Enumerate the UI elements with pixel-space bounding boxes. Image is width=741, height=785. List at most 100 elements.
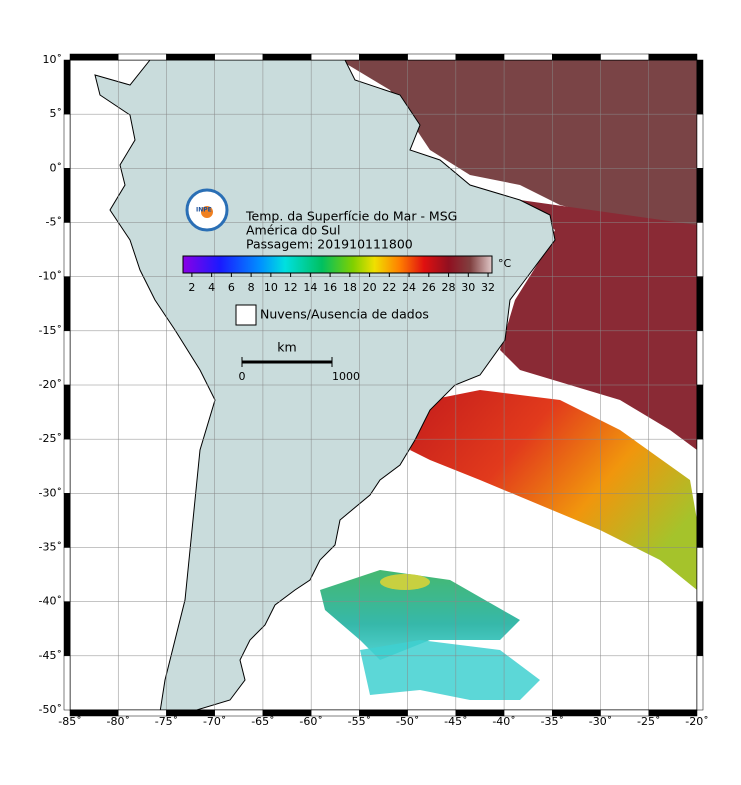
lat-tick-label: -10˚ <box>39 270 62 283</box>
colorbar-tick-label: 26 <box>422 281 436 294</box>
map-pass: Passagem: 201910111800 <box>246 237 413 252</box>
colorbar-tick-label: 30 <box>461 281 475 294</box>
frame-segment <box>63 113 71 169</box>
frame-segment <box>648 709 698 717</box>
colorbar-tick-label: 2 <box>188 281 195 294</box>
frame-segment <box>69 53 119 61</box>
frame-segment <box>63 276 71 332</box>
frame-segment <box>696 438 704 494</box>
frame-segment <box>63 601 71 657</box>
frame-segment <box>63 330 71 386</box>
frame-segment <box>262 53 312 61</box>
colorbar-tick-label: 14 <box>303 281 317 294</box>
sst-far-south <box>360 640 540 700</box>
frame-segment <box>503 53 553 61</box>
frame-segment <box>63 655 71 711</box>
lat-tick-label: -50˚ <box>39 703 62 716</box>
lon-tick-label: -60˚ <box>299 715 322 728</box>
frame-segment <box>696 222 704 277</box>
sst-south-warm <box>410 390 697 590</box>
lon-tick-label: -65˚ <box>251 715 274 728</box>
frame-segment <box>696 601 704 657</box>
frame-segment <box>166 53 215 61</box>
frame-segment <box>63 222 71 277</box>
lat-tick-label: 10˚ <box>43 53 63 66</box>
legend-swatch <box>235 304 257 326</box>
frame-segment <box>696 276 704 332</box>
colorbar-tick-label: 32 <box>481 281 495 294</box>
colorbar-tick-label: 12 <box>284 281 298 294</box>
sst-north <box>340 60 697 240</box>
colorbar-tick-label: 28 <box>442 281 456 294</box>
colorbar-tick-label: 24 <box>402 281 416 294</box>
lon-tick-label: -40˚ <box>492 715 515 728</box>
frame-segment <box>63 59 71 115</box>
frame-segment <box>696 493 704 548</box>
map-area <box>70 60 697 710</box>
lon-tick-label: -35˚ <box>541 715 564 728</box>
logo-text: INPE <box>196 207 212 214</box>
legend-label: Nuvens/Ausencia de dados <box>260 307 429 322</box>
frame-segment <box>696 113 704 169</box>
lat-tick-label: -20˚ <box>39 378 62 391</box>
map-region: América do Sul <box>246 223 340 238</box>
colorbar <box>182 255 493 274</box>
lon-tick-label: -70˚ <box>203 715 226 728</box>
map-title: Temp. da Superfície do Mar - MSG <box>245 209 457 224</box>
lat-tick-label: -45˚ <box>39 649 62 662</box>
frame-segment <box>696 384 704 440</box>
scale-tick-label: 0 <box>239 370 246 383</box>
colorbar-tick-label: 10 <box>264 281 278 294</box>
graticule <box>70 60 697 710</box>
colorbar-tick-label: 18 <box>343 281 357 294</box>
frame-segment <box>359 53 408 61</box>
lon-tick-label: -25˚ <box>637 715 660 728</box>
frame-segment <box>407 53 457 61</box>
frame-segment <box>63 384 71 440</box>
sst-south-cool <box>320 570 520 660</box>
lon-tick-label: -75˚ <box>155 715 178 728</box>
frame-segment <box>63 438 71 494</box>
frame-segment <box>310 53 360 61</box>
frame-segment <box>696 655 704 711</box>
logo: INPE <box>185 188 229 232</box>
frame-segment <box>696 547 704 602</box>
colorbar-tick-label: 16 <box>323 281 337 294</box>
lon-tick-label: -80˚ <box>106 715 129 728</box>
colorbar-tick-label: 22 <box>382 281 396 294</box>
colorbar-tick-label: 6 <box>228 281 235 294</box>
lat-tick-label: -15˚ <box>39 324 62 337</box>
colorbar-tick-label: 8 <box>248 281 255 294</box>
lat-tick-label: -35˚ <box>39 541 62 554</box>
frame-segment <box>63 493 71 548</box>
lat-tick-label: 5˚ <box>50 107 63 120</box>
frame-segment <box>63 168 71 223</box>
lon-tick-label: -50˚ <box>396 715 419 728</box>
frame-bars <box>63 53 704 717</box>
lat-tick-label: -30˚ <box>39 486 62 499</box>
scale-bar: 0 1000 <box>239 357 360 383</box>
frame-segment <box>63 547 71 602</box>
frame-segment <box>696 168 704 223</box>
frame-segment <box>696 59 704 115</box>
frame-segment <box>696 330 704 386</box>
sst-warm-eddy <box>380 574 430 590</box>
sst-east <box>500 200 697 450</box>
frame-segment <box>117 53 167 61</box>
colorbar-tick-label: 20 <box>363 281 377 294</box>
lat-tick-label: -5˚ <box>46 216 62 229</box>
lon-tick-label: -85˚ <box>58 715 81 728</box>
frame-segment <box>552 53 601 61</box>
frame-segment <box>214 53 264 61</box>
scale-tick-label: 1000 <box>332 370 360 383</box>
lat-tick-label: -40˚ <box>39 595 62 608</box>
frame-segment <box>455 53 505 61</box>
lon-tick-label: -45˚ <box>444 715 467 728</box>
scale-unit: km <box>277 340 296 355</box>
lat-tick-label: 0˚ <box>50 161 63 174</box>
colorbar-unit: °C <box>498 257 512 270</box>
lon-tick-label: -20˚ <box>685 715 708 728</box>
frame-segment <box>600 53 650 61</box>
colorbar-tick-label: 4 <box>208 281 215 294</box>
